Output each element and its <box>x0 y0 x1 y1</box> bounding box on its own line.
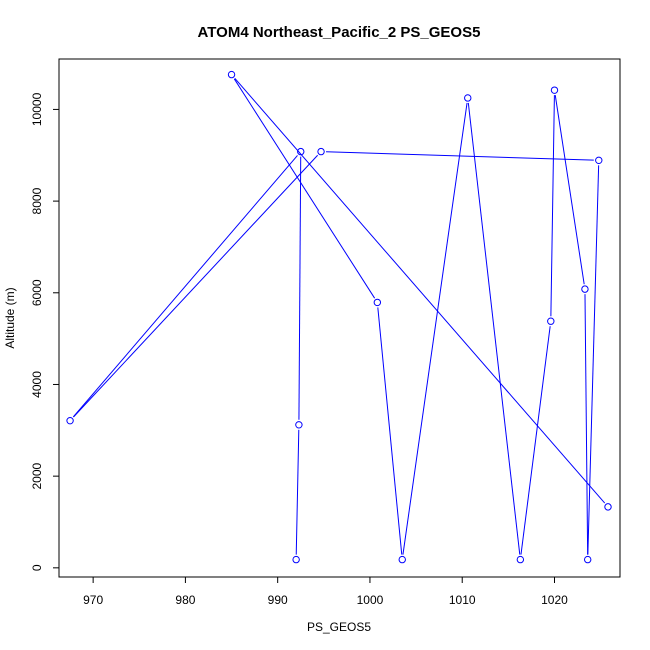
x-tick-label: 1000 <box>357 593 384 607</box>
series-segment <box>326 151 594 161</box>
series-segment <box>298 156 302 420</box>
data-point <box>547 317 555 325</box>
data-point <box>550 86 559 94</box>
series-segment <box>295 429 300 555</box>
series-segment <box>234 78 606 504</box>
x-axis: 970 980 990 1000 1010 1020 <box>83 577 568 607</box>
series-segment <box>550 95 555 317</box>
data-point <box>398 555 406 564</box>
plot-frame <box>58 58 621 578</box>
data-point <box>373 298 382 307</box>
chart-title: ATOM4 Northeast_Pacific_2 PS_GEOS5 <box>198 24 481 41</box>
series-segment <box>587 165 600 555</box>
y-tick-label: 6000 <box>30 279 44 306</box>
y-tick-label: 4000 <box>30 371 44 398</box>
data-point <box>516 555 525 564</box>
series-segment <box>73 154 319 418</box>
series-segment <box>72 155 298 418</box>
data-point <box>66 416 74 425</box>
y-tick-label: 2000 <box>30 462 44 489</box>
data-point <box>464 94 472 102</box>
series-segment <box>233 78 376 299</box>
data-point <box>292 555 300 564</box>
x-axis-label: PS_GEOS5 <box>307 620 371 634</box>
series-segment <box>520 326 551 555</box>
y-tick-label: 0 <box>30 564 44 571</box>
data-point <box>297 147 305 156</box>
series-layer <box>66 70 612 564</box>
y-axis: 0 2000 4000 6000 8000 10000 <box>30 92 59 571</box>
data-point <box>295 421 303 429</box>
x-tick-label: 1020 <box>541 593 568 607</box>
data-point <box>227 70 236 79</box>
series-segment <box>467 102 521 555</box>
data-point <box>581 285 589 293</box>
x-tick-label: 970 <box>83 593 103 607</box>
series-segment <box>554 95 585 285</box>
x-tick-label: 980 <box>175 593 195 607</box>
series-segment <box>377 307 403 555</box>
y-axis-label: Altitude (m) <box>3 287 17 348</box>
series-segment <box>584 294 589 555</box>
y-tick-label: 8000 <box>30 187 44 214</box>
x-tick-label: 1010 <box>449 593 476 607</box>
data-point <box>595 156 603 165</box>
y-tick-label: 10000 <box>30 92 44 126</box>
data-point <box>604 503 612 511</box>
series-segment <box>402 102 468 555</box>
data-point <box>317 147 325 156</box>
x-tick-label: 990 <box>268 593 288 607</box>
data-point <box>584 555 592 564</box>
